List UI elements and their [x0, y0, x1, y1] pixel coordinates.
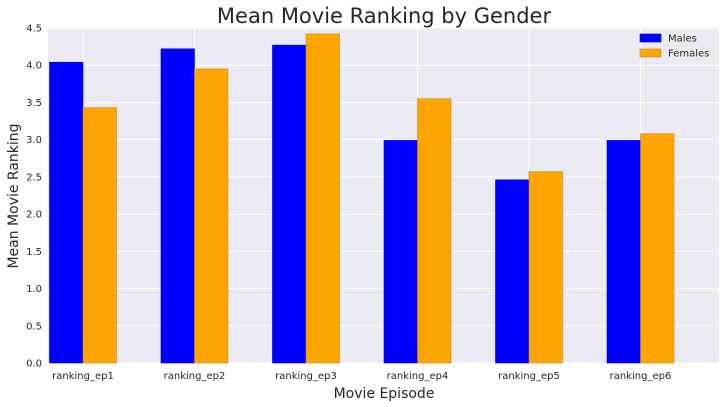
- legend-label-females: Females: [668, 49, 709, 60]
- bar-males-ranking_ep3: [272, 44, 307, 364]
- y-tick-label: 4.0: [26, 61, 42, 72]
- bar-males-ranking_ep2: [160, 48, 195, 364]
- bar-females-ranking_ep1: [82, 107, 117, 364]
- x-axis-ticks: ranking_ep1 ranking_ep2 ranking_ep3 ranking…: [52, 371, 671, 382]
- x-tick-label: ranking_ep5: [498, 371, 560, 382]
- bar-males-ranking_ep1: [49, 61, 84, 364]
- bar-males-ranking_ep4: [383, 140, 418, 364]
- x-tick-label: ranking_ep3: [275, 371, 337, 382]
- bar-females-ranking_ep4: [417, 98, 452, 364]
- bar-females-ranking_ep2: [194, 68, 229, 364]
- y-tick-label: 3.5: [26, 98, 42, 109]
- y-tick-label: 0.5: [26, 321, 42, 332]
- bar-females-ranking_ep6: [640, 133, 675, 364]
- y-tick-label: 1.5: [26, 247, 42, 258]
- y-tick-label: 2.0: [26, 210, 42, 221]
- chart-title: Mean Movie Ranking by Gender: [217, 4, 552, 28]
- legend-swatch-females: [639, 48, 662, 58]
- legend-swatch-males: [639, 33, 662, 43]
- bar-males-ranking_ep6: [606, 140, 641, 364]
- y-axis-label: Mean Movie Ranking: [6, 123, 22, 268]
- bar-females-ranking_ep5: [528, 171, 563, 364]
- y-tick-label: 0.0: [26, 359, 42, 370]
- x-tick-label: ranking_ep6: [610, 371, 672, 382]
- x-tick-label: ranking_ep1: [52, 371, 114, 382]
- y-tick-label: 3.0: [26, 135, 42, 146]
- legend: Males Females: [639, 33, 709, 60]
- legend-label-males: Males: [668, 34, 697, 45]
- x-axis-label: Movie Episode: [334, 386, 435, 402]
- bars: [49, 33, 675, 364]
- x-tick-label: ranking_ep2: [164, 371, 226, 382]
- y-tick-label: 2.5: [26, 172, 42, 183]
- y-tick-label: 4.5: [26, 24, 42, 35]
- bar-males-ranking_ep5: [495, 179, 530, 364]
- bar-females-ranking_ep3: [305, 33, 340, 364]
- x-tick-label: ranking_ep4: [387, 371, 449, 382]
- y-axis-ticks: 0.0 0.5 1.0 1.5 2.0 2.5 3.0 3.5 4.0 4.5: [26, 24, 42, 370]
- y-tick-label: 1.0: [26, 284, 42, 295]
